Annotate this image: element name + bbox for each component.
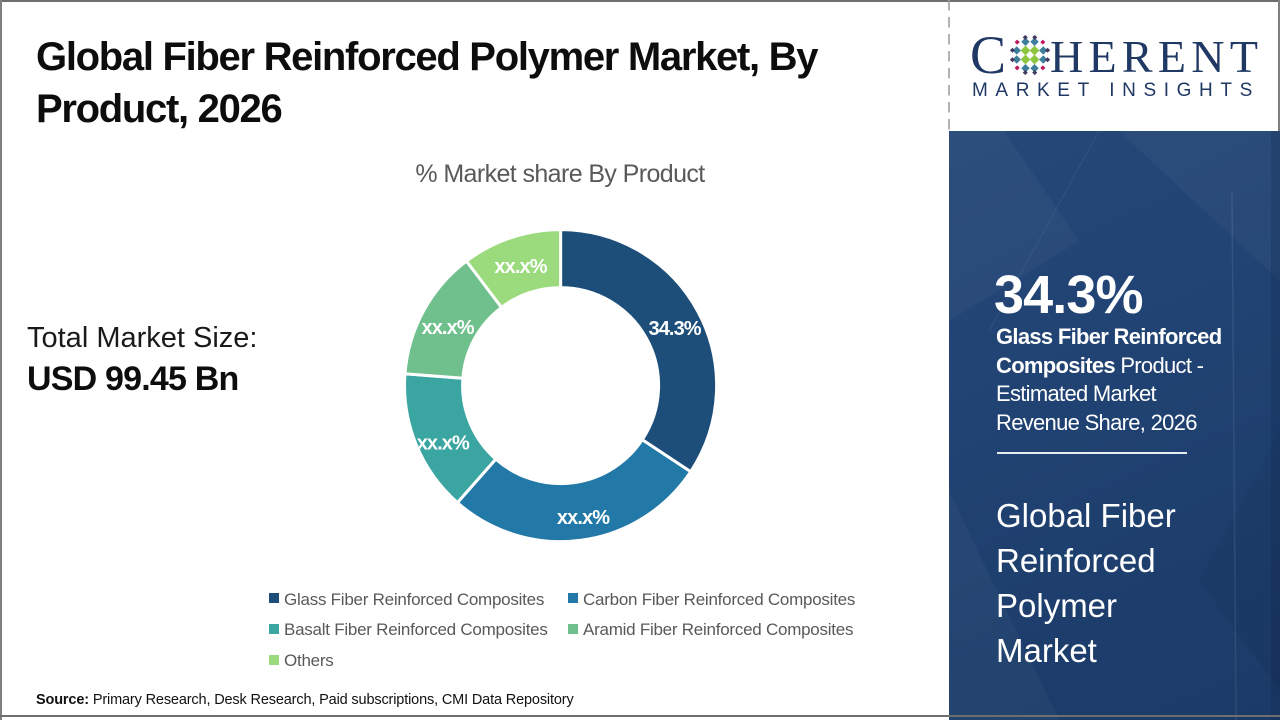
svg-text:xx.x%: xx.x%	[417, 432, 470, 454]
svg-text:34.3%: 34.3%	[648, 318, 701, 340]
svg-text:xx.x%: xx.x%	[494, 256, 547, 278]
svg-text:xx.x%: xx.x%	[421, 317, 474, 339]
svg-text:xx.x%: xx.x%	[557, 507, 610, 529]
